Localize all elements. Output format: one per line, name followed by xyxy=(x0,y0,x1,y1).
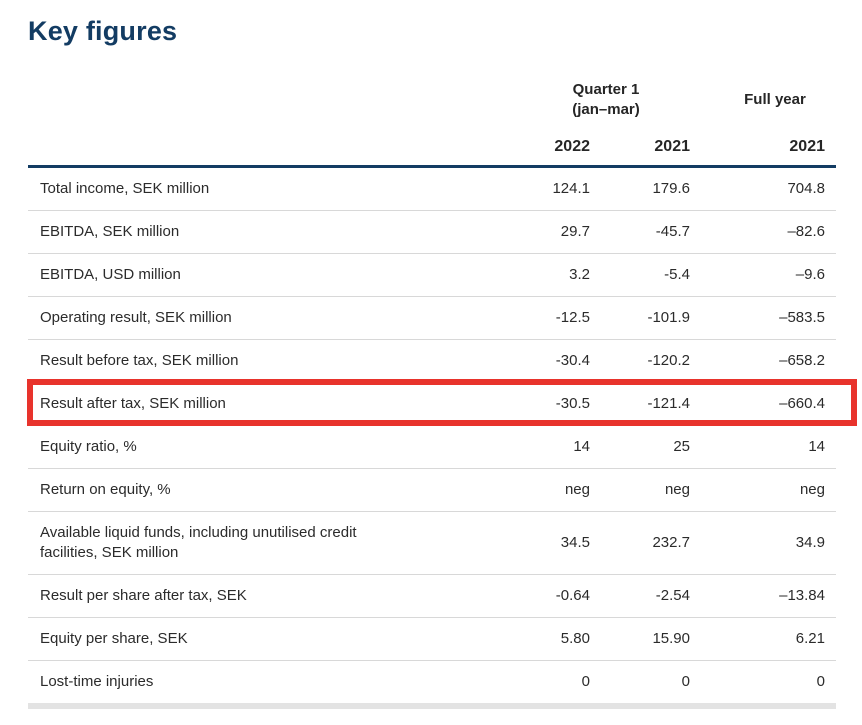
row-value-col3: 14 xyxy=(808,438,825,455)
row-value-col1: 34.5 xyxy=(560,534,590,551)
row-value-col3: –583.5 xyxy=(779,309,825,326)
table-row: Result before tax, SEK million -30.4 -120.… xyxy=(28,340,836,383)
row-value-col3: –82.6 xyxy=(787,223,825,240)
table-row: Return on equity, % neg neg neg xyxy=(28,469,836,512)
row-label: Lost-time injuries xyxy=(28,672,448,692)
row-value-col2: 25 xyxy=(673,438,690,455)
row-value-col3: 0 xyxy=(816,673,825,690)
year-header-fullyear-2021: 2021 xyxy=(789,138,825,155)
table-row: Operating result, SEK million -12.5 -101.9… xyxy=(28,297,836,340)
row-label-text: Result after tax, SEK million xyxy=(40,395,226,412)
row-value-col1: 14 xyxy=(573,438,590,455)
table-year-header-row: 2022 2021 2021 xyxy=(28,138,836,168)
key-figures-table: Quarter 1 (jan–mar) Full year 2022 2021 … xyxy=(27,80,857,703)
row-label-text: Result before tax, SEK million xyxy=(40,352,239,369)
year-header-q1-2022: 2022 xyxy=(554,138,590,155)
table-column-group-header: Quarter 1 (jan–mar) Full year xyxy=(28,80,836,120)
row-value-col1: 3.2 xyxy=(569,266,590,283)
table-row: Lost-time injuries 0 0 0 xyxy=(28,661,836,703)
row-value-col2: -2.54 xyxy=(655,587,690,604)
quarter-group-header-line1: Quarter 1 xyxy=(572,81,640,98)
table-row: Equity per share, SEK 5.80 15.90 6.21 xyxy=(28,618,836,661)
table-row: Equity ratio, % 14 25 14 xyxy=(28,426,836,469)
table-row: Total income, SEK million 124.1 179.6 704.8 xyxy=(28,168,836,211)
row-value-col2: -45.7 xyxy=(655,223,690,240)
quarter-group-header: Quarter 1 (jan–mar) xyxy=(485,80,727,120)
row-label-text: Operating result, SEK million xyxy=(40,309,232,326)
row-value-col3: 34.9 xyxy=(795,534,825,551)
row-label-text: Lost-time injuries xyxy=(40,673,154,690)
row-label-text: Available liquid funds, including unutil… xyxy=(40,524,357,561)
row-value-col1: 29.7 xyxy=(560,223,590,240)
row-value-col2: -5.4 xyxy=(664,266,690,283)
row-value-col2: neg xyxy=(664,481,690,498)
page-title: Key figures xyxy=(28,16,178,46)
row-value-col1: -12.5 xyxy=(555,309,590,326)
row-value-col3: –9.6 xyxy=(795,266,825,283)
row-value-col2: -101.9 xyxy=(647,309,690,326)
table-row-highlighted: Result after tax, SEK million -30.5 -121.4… xyxy=(27,379,857,426)
row-label-text: Result per share after tax, SEK xyxy=(40,587,247,604)
row-value-col2: 0 xyxy=(681,673,690,690)
row-value-col2: -121.4 xyxy=(647,395,690,412)
row-value-col1: neg xyxy=(564,481,590,498)
row-value-col3: 704.8 xyxy=(787,180,825,197)
row-value-col1: -30.5 xyxy=(555,395,590,412)
row-value-col3: –658.2 xyxy=(779,352,825,369)
row-label: Available liquid funds, including unutil… xyxy=(28,523,448,563)
row-label-text: Equity ratio, % xyxy=(40,438,137,455)
table-row: Result per share after tax, SEK -0.64 -2.5… xyxy=(28,575,836,618)
row-value-col3: –13.84 xyxy=(779,587,825,604)
table-row: Available liquid funds, including unutil… xyxy=(28,512,836,575)
row-value-col3: 6.21 xyxy=(795,630,825,647)
row-label: Result per share after tax, SEK xyxy=(28,586,448,606)
row-value-col3: –660.4 xyxy=(779,395,825,412)
row-value-col1: -30.4 xyxy=(555,352,590,369)
row-label: Equity ratio, % xyxy=(28,437,448,457)
row-value-col2: 232.7 xyxy=(652,534,690,551)
quarter-group-header-line2: (jan–mar) xyxy=(572,101,640,118)
row-value-col3: neg xyxy=(799,481,825,498)
table-body: Total income, SEK million 124.1 179.6 704.8… xyxy=(27,168,857,703)
row-label-text: Return on equity, % xyxy=(40,481,171,498)
row-label-text: EBITDA, USD million xyxy=(40,266,181,283)
full-year-group-header: Full year xyxy=(744,91,806,108)
table-bottom-bar xyxy=(28,703,836,709)
row-label: Return on equity, % xyxy=(28,480,448,500)
row-label: EBITDA, SEK million xyxy=(28,222,448,242)
row-value-col2: 179.6 xyxy=(652,180,690,197)
row-value-col2: 15.90 xyxy=(652,630,690,647)
row-value-col1: -0.64 xyxy=(555,587,590,604)
row-value-col2: -120.2 xyxy=(647,352,690,369)
row-label-text: Equity per share, SEK xyxy=(40,630,188,647)
row-label: Total income, SEK million xyxy=(28,179,448,199)
row-label: Result before tax, SEK million xyxy=(28,351,448,371)
year-header-q1-2021: 2021 xyxy=(654,138,690,155)
row-label: Operating result, SEK million xyxy=(28,308,448,328)
row-label-text: EBITDA, SEK million xyxy=(40,223,180,240)
table-row: EBITDA, SEK million 29.7 -45.7 –82.6 xyxy=(28,211,836,254)
report-page: Key figures Quarter 1 (jan–mar) Full yea… xyxy=(27,16,857,709)
row-label: EBITDA, USD million xyxy=(28,265,448,285)
row-value-col1: 5.80 xyxy=(560,630,590,647)
row-label-text: Total income, SEK million xyxy=(40,180,210,197)
row-label: Result after tax, SEK million xyxy=(28,394,448,414)
row-value-col1: 124.1 xyxy=(552,180,590,197)
table-row: EBITDA, USD million 3.2 -5.4 –9.6 xyxy=(28,254,836,297)
row-label: Equity per share, SEK xyxy=(28,629,448,649)
row-value-col1: 0 xyxy=(581,673,590,690)
